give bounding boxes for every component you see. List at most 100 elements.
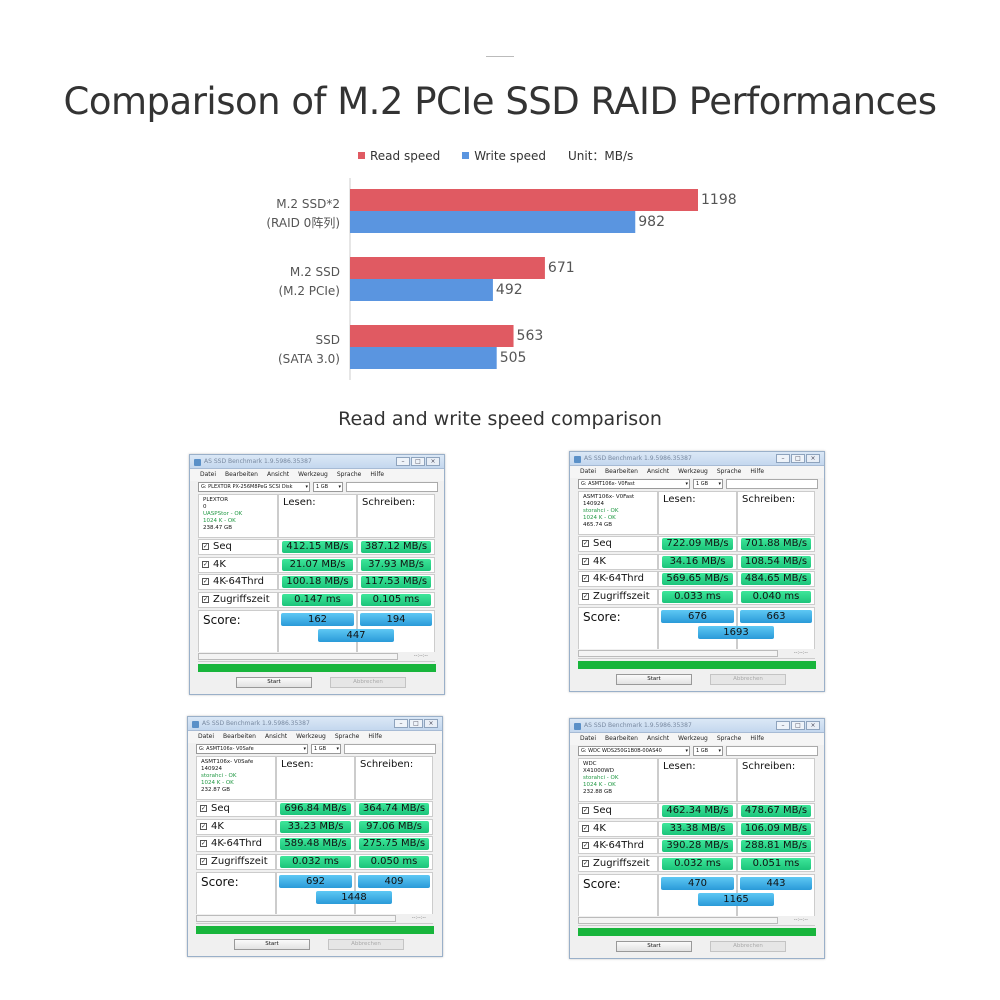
size-select[interactable]: 1 GB ▾ — [311, 744, 341, 754]
read-value-2: 563 — [516, 328, 544, 344]
window-controls: – □ × — [396, 457, 440, 466]
menu-item[interactable]: Datei — [200, 471, 217, 478]
menu-item[interactable]: Hilfe — [750, 468, 765, 475]
start-button[interactable]: Start — [616, 674, 692, 685]
checkbox[interactable]: ✓ — [582, 859, 589, 867]
window-titlebar[interactable]: AS SSD Benchmark 1.9.5986.35387 – □ × — [570, 452, 824, 466]
close-icon[interactable]: × — [806, 721, 820, 730]
menu-item[interactable]: Ansicht — [646, 735, 670, 742]
checkbox[interactable]: ✓ — [200, 857, 207, 865]
maximize-icon[interactable]: □ — [791, 721, 805, 730]
menu-item[interactable]: Bearbeiten — [223, 733, 256, 740]
read-value-1: 671 — [547, 260, 575, 276]
checkbox[interactable]: ✓ — [202, 543, 209, 550]
write-result-cell: 364.74 MB/s — [355, 801, 433, 817]
abort-button[interactable]: Abbrechen — [710, 941, 786, 952]
menu-item[interactable]: Hilfe — [370, 471, 385, 478]
checkbox[interactable]: ✓ — [582, 842, 589, 849]
write-result: 275.75 MB/s — [359, 838, 429, 850]
read-score: 692 — [279, 875, 352, 888]
menu-item[interactable]: Sprache — [716, 468, 742, 475]
drive-select[interactable]: G: PLEXTOR PX-256M8PeG SCSI Disk ▾ — [198, 482, 310, 492]
progress-track — [198, 653, 398, 660]
close-icon[interactable]: × — [806, 454, 820, 463]
button-row: Start Abbrechen — [190, 672, 444, 694]
checkbox[interactable]: ✓ — [582, 557, 589, 565]
checkbox[interactable]: ✓ — [582, 540, 589, 547]
write-result: 364.74 MB/s — [359, 803, 429, 815]
size-select[interactable]: 1 GB ▾ — [693, 746, 723, 756]
checkbox[interactable]: ✓ — [202, 578, 209, 585]
minimize-icon[interactable]: – — [776, 454, 790, 463]
test-row-label: ✓ 4K — [578, 820, 658, 837]
abort-button[interactable]: Abbrechen — [710, 674, 786, 685]
menu-item[interactable]: Sprache — [334, 733, 360, 740]
window-titlebar[interactable]: AS SSD Benchmark 1.9.5986.35387 – □ × — [188, 717, 442, 731]
abort-button[interactable]: Abbrechen — [330, 677, 406, 688]
menu-item[interactable]: Sprache — [716, 735, 742, 742]
maximize-icon[interactable]: □ — [411, 457, 425, 466]
text-field[interactable] — [726, 479, 818, 489]
checkbox[interactable]: ✓ — [200, 805, 207, 812]
write-result-cell: 37.93 MB/s — [357, 556, 435, 573]
menu-item[interactable]: Werkzeug — [296, 733, 326, 740]
menu-item[interactable]: Sprache — [336, 471, 362, 478]
minimize-icon[interactable]: – — [396, 457, 410, 466]
read-result: 0.147 ms — [282, 593, 353, 606]
checkbox[interactable]: ✓ — [202, 595, 209, 603]
checkbox[interactable]: ✓ — [582, 575, 589, 582]
write-score: 194 — [360, 613, 432, 626]
window-controls: – □ × — [776, 721, 820, 730]
progress-track — [196, 915, 396, 922]
minimize-icon[interactable]: – — [776, 721, 790, 730]
menu-item[interactable]: Datei — [580, 468, 597, 475]
window-titlebar[interactable]: AS SSD Benchmark 1.9.5986.35387 – □ × — [570, 719, 824, 733]
drive-info: ASMT106x- V0Fast 140924 storahci - OK 1024 … — [578, 491, 658, 535]
checkbox[interactable]: ✓ — [200, 840, 207, 847]
checkbox[interactable]: ✓ — [582, 592, 589, 600]
elapsed-time: --:--:-- — [793, 917, 808, 923]
abort-button[interactable]: Abbrechen — [328, 939, 404, 950]
checkbox[interactable]: ✓ — [582, 807, 589, 814]
menu-item[interactable]: Werkzeug — [298, 471, 328, 478]
menu-item[interactable]: Bearbeiten — [605, 468, 638, 475]
minimize-icon[interactable]: – — [394, 719, 408, 728]
start-button[interactable]: Start — [234, 939, 310, 950]
menu-item[interactable]: Werkzeug — [678, 735, 708, 742]
drive-select[interactable]: G: ASMT106x- V0Fast ▾ — [578, 479, 690, 489]
checkbox[interactable]: ✓ — [202, 560, 209, 568]
legend-read-swatch — [358, 152, 365, 159]
app-icon — [192, 721, 199, 728]
checkbox[interactable]: ✓ — [582, 824, 589, 832]
test-row-label: ✓ Zugriffszeit — [578, 588, 658, 605]
start-button[interactable]: Start — [616, 941, 692, 952]
menu-item[interactable]: Ansicht — [646, 468, 670, 475]
menu-item[interactable]: Hilfe — [368, 733, 383, 740]
size-select[interactable]: 1 GB ▾ — [313, 482, 343, 492]
menu-item[interactable]: Ansicht — [266, 471, 290, 478]
size-select[interactable]: 1 GB ▾ — [693, 479, 723, 489]
text-field[interactable] — [726, 746, 818, 756]
text-field[interactable] — [346, 482, 438, 492]
menu-item[interactable]: Bearbeiten — [605, 735, 638, 742]
unit-label: Unit：MB/s — [567, 149, 634, 163]
menu-item[interactable]: Hilfe — [750, 735, 765, 742]
checkbox[interactable]: ✓ — [200, 822, 207, 830]
menu-item[interactable]: Werkzeug — [678, 468, 708, 475]
drive-select[interactable]: G: ASMT106x- V0Safe ▾ — [196, 744, 308, 754]
close-icon[interactable]: × — [424, 719, 438, 728]
menu-item[interactable]: Bearbeiten — [225, 471, 258, 478]
text-field[interactable] — [344, 744, 436, 754]
close-icon[interactable]: × — [426, 457, 440, 466]
window-titlebar[interactable]: AS SSD Benchmark 1.9.5986.35387 – □ × — [190, 455, 444, 469]
menu-item[interactable]: Datei — [580, 735, 597, 742]
start-button[interactable]: Start — [236, 677, 312, 688]
results-grid: ASMT106x- V0Safe 140924 storahci - OK 1024 … — [196, 756, 434, 924]
menu-item[interactable]: Datei — [198, 733, 215, 740]
menu-item[interactable]: Ansicht — [264, 733, 288, 740]
drive-info-line: storahci - OK — [583, 508, 619, 514]
maximize-icon[interactable]: □ — [791, 454, 805, 463]
test-name: 4K — [593, 822, 606, 834]
drive-select[interactable]: G: WDC WDS250G1B0B-00AS40 ▾ — [578, 746, 690, 756]
maximize-icon[interactable]: □ — [409, 719, 423, 728]
